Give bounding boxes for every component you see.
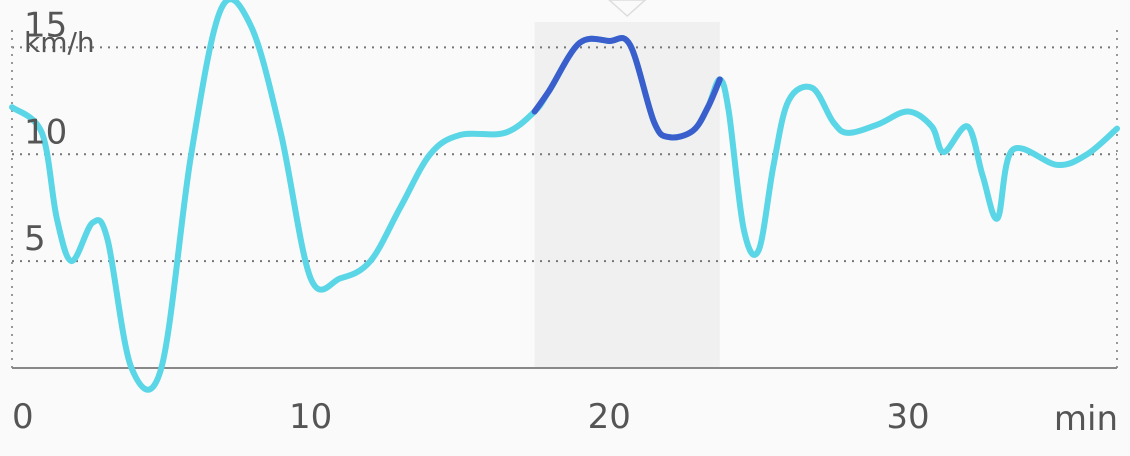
x-tick-label-30: 30 (886, 397, 929, 437)
x-tick-label-0: 0 (12, 397, 34, 437)
x-tick-label-10: 10 (289, 397, 332, 437)
y-tick-label-5: 5 (24, 219, 46, 259)
y-axis-unit-label: km/h (24, 26, 95, 59)
highlight-range (534, 22, 720, 368)
y-tick-label-10: 10 (24, 112, 67, 152)
x-axis-unit-label: min (1054, 399, 1118, 439)
range-pointer-marker (608, 0, 647, 18)
speed-series-highlight-segment (531, 35, 723, 141)
y-tick-label-15: 15 (24, 5, 67, 45)
x-tick-label-20: 20 (588, 397, 631, 437)
